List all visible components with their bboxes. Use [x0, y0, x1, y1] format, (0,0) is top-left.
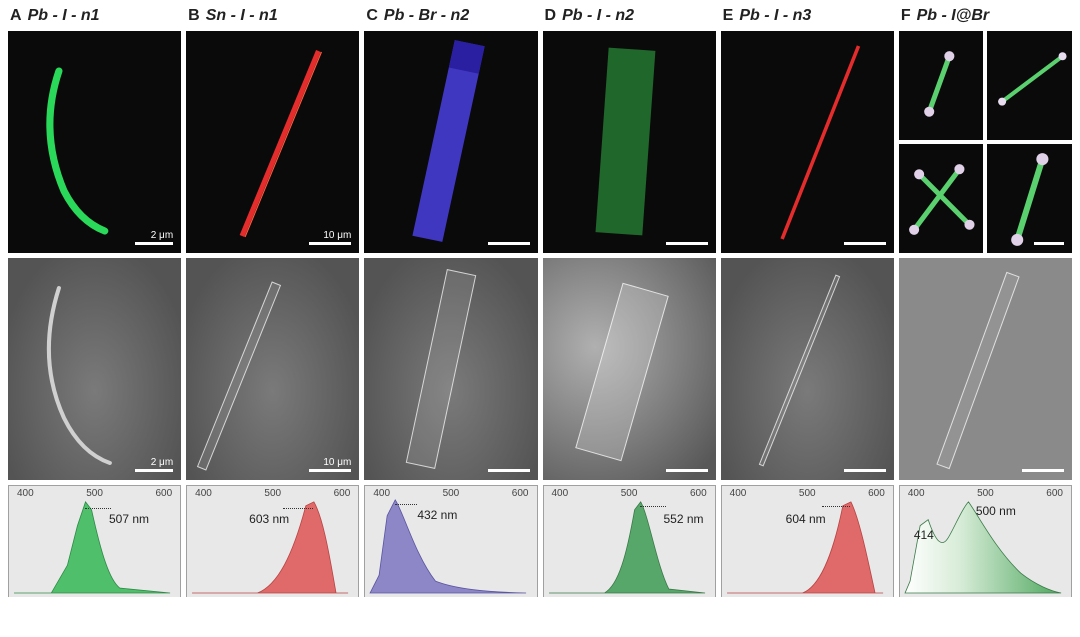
quad-cell — [899, 31, 984, 140]
scalebar — [1022, 469, 1064, 472]
panel-letter: F — [901, 6, 911, 26]
panel-B-spectrum: 400 500 600 603 nm — [186, 485, 359, 597]
scalebar-label: 10 μm — [323, 457, 351, 468]
peak-label-1: 414 — [914, 528, 934, 542]
scalebar-label: 2 μm — [151, 457, 173, 468]
panel-E: E Pb - I - n3 400 500 600 604 nm — [721, 6, 894, 631]
panel-A-fluorescence: 2 μm — [8, 31, 181, 253]
panel-formula: Pb - I - n1 — [28, 6, 100, 26]
peak-label: 552 nm — [664, 512, 704, 526]
scalebar — [135, 242, 173, 245]
panel-B: B Sn - I - n1 10 μm 10 μm 400 500 600 — [186, 6, 359, 631]
panel-formula: Pb - Br - n2 — [384, 6, 469, 26]
scalebar — [135, 469, 173, 472]
scalebar — [309, 469, 351, 472]
scalebar — [1034, 242, 1064, 245]
quad-cell — [987, 31, 1072, 140]
panel-E-fluorescence — [721, 31, 894, 253]
panel-B-fluorescence: 10 μm — [186, 31, 359, 253]
scalebar-label: 10 μm — [323, 230, 351, 241]
quad-cell — [987, 144, 1072, 253]
panel-D: D Pb - I - n2 400 500 600 552 nm — [543, 6, 716, 631]
panel-F-spectrum: 400 500 600 414 500 nm — [899, 485, 1072, 597]
scalebar — [488, 469, 530, 472]
panel-D-fluorescence — [543, 31, 716, 253]
panel-E-label: E Pb - I - n3 — [721, 6, 894, 26]
panel-letter: D — [545, 6, 557, 26]
panel-letter: A — [10, 6, 22, 26]
quad-cell — [899, 144, 984, 253]
panel-C-sem — [364, 258, 537, 480]
panel-letter: C — [366, 6, 378, 26]
panel-B-label: B Sn - I - n1 — [186, 6, 359, 26]
panel-F-fluorescence-quad — [899, 31, 1072, 253]
scalebar — [844, 242, 886, 245]
peak-label-2: 500 nm — [976, 504, 1016, 518]
panel-A-spectrum: 400 500 600 507 nm — [8, 485, 181, 597]
panel-letter: B — [188, 6, 200, 26]
panel-A: A Pb - I - n1 2 μm 2 μm 400 500 600 — [8, 6, 181, 631]
panel-formula: Pb - I - n2 — [562, 6, 634, 26]
panel-C-fluorescence — [364, 31, 537, 253]
peak-label: 603 nm — [249, 512, 289, 526]
panel-formula: Sn - I - n1 — [206, 6, 278, 26]
scalebar — [309, 242, 351, 245]
peak-label: 604 nm — [786, 512, 826, 526]
panel-letter: E — [723, 6, 734, 26]
scalebar-label: 2 μm — [151, 230, 173, 241]
panel-A-sem: 2 μm — [8, 258, 181, 480]
panel-C-label: C Pb - Br - n2 — [364, 6, 537, 26]
panel-A-label: A Pb - I - n1 — [8, 6, 181, 26]
panel-F-sem — [899, 258, 1072, 480]
scalebar — [488, 242, 530, 245]
peak-label: 432 nm — [417, 508, 457, 522]
scalebar — [666, 242, 708, 245]
panel-E-sem — [721, 258, 894, 480]
panel-C-spectrum: 400 500 600 432 nm — [364, 485, 537, 597]
scalebar — [844, 469, 886, 472]
panel-F: F Pb - I@Br — [899, 6, 1072, 631]
panel-D-label: D Pb - I - n2 — [543, 6, 716, 26]
figure-grid: A Pb - I - n1 2 μm 2 μm 400 500 600 — [0, 0, 1080, 637]
panel-E-spectrum: 400 500 600 604 nm — [721, 485, 894, 597]
scalebar — [666, 469, 708, 472]
panel-D-sem — [543, 258, 716, 480]
panel-formula: Pb - I - n3 — [739, 6, 811, 26]
panel-F-label: F Pb - I@Br — [899, 6, 1072, 26]
panel-C: C Pb - Br - n2 400 500 600 432 nm — [364, 6, 537, 631]
peak-label: 507 nm — [109, 512, 149, 526]
panel-formula: Pb - I@Br — [917, 6, 990, 26]
panel-D-spectrum: 400 500 600 552 nm — [543, 485, 716, 597]
panel-B-sem: 10 μm — [186, 258, 359, 480]
